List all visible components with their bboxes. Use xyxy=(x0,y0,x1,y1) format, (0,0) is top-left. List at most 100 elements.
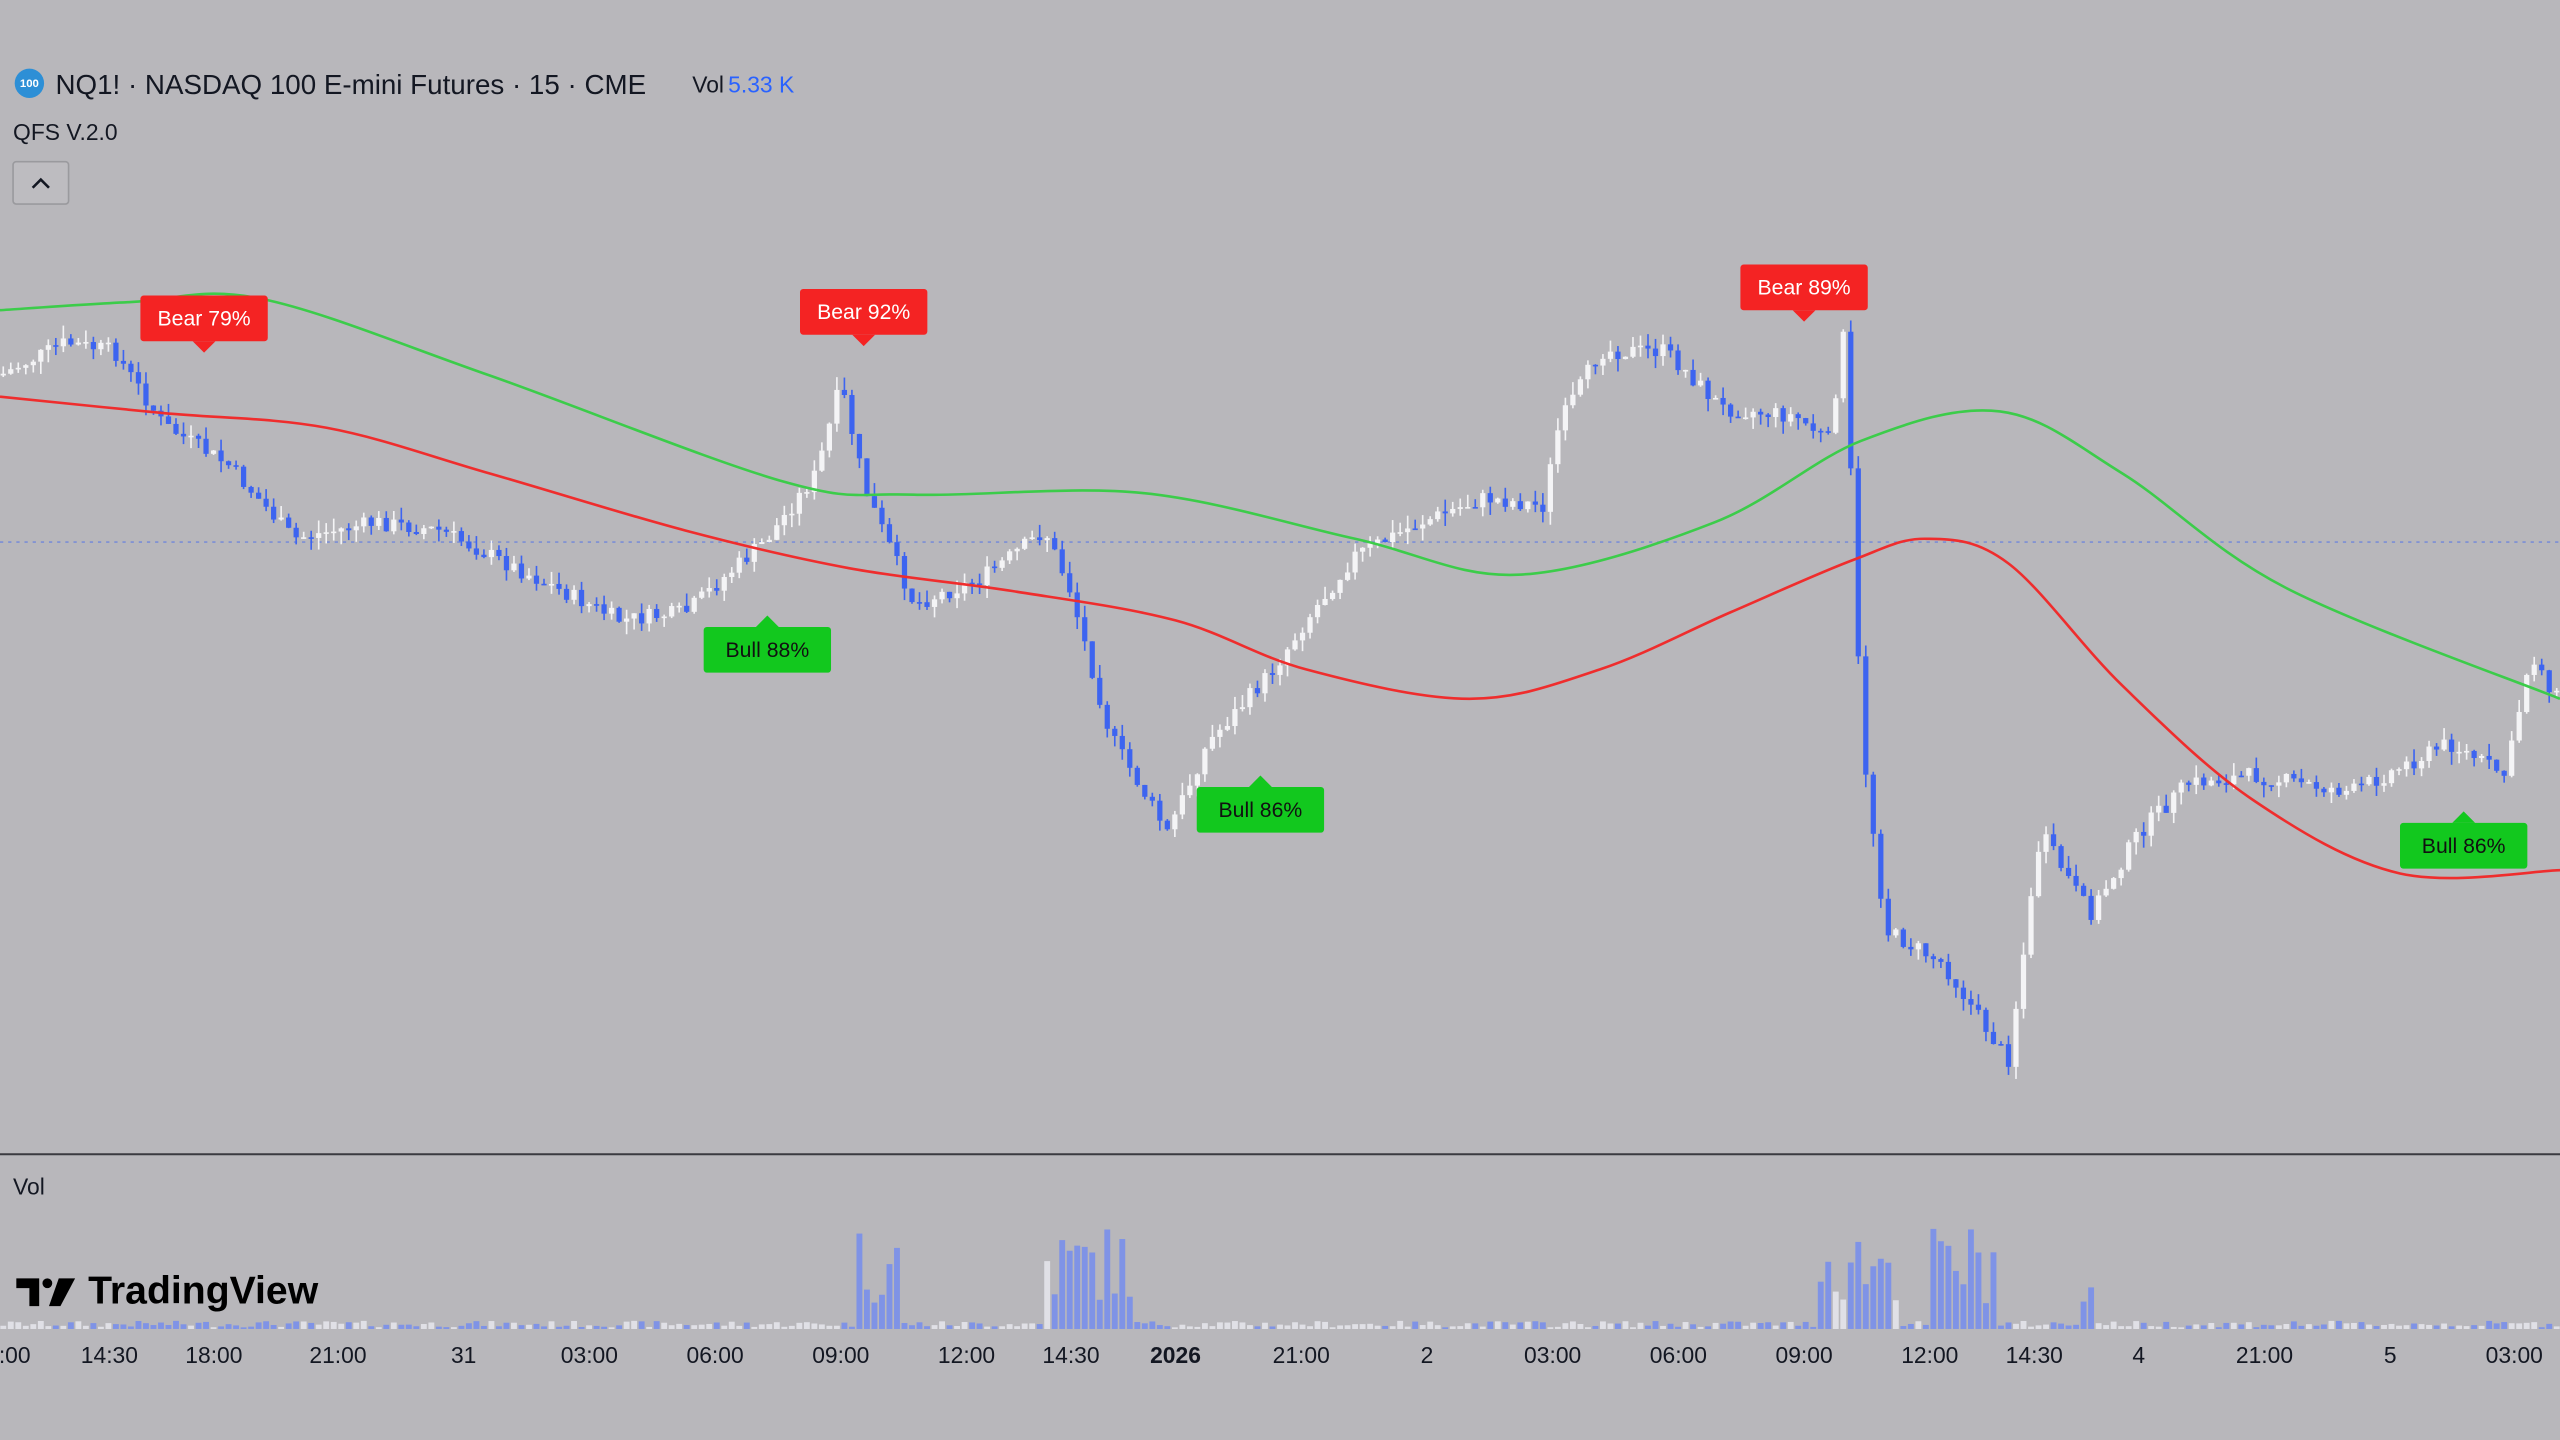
volume-bar xyxy=(2238,1324,2245,1329)
volume-bar xyxy=(2148,1326,2155,1329)
volume-bar xyxy=(488,1321,495,1329)
volume-bar xyxy=(698,1324,705,1329)
volume-bar xyxy=(1817,1281,1824,1329)
candle-body xyxy=(1119,735,1125,750)
candle-body xyxy=(1983,1009,1989,1032)
candle-body xyxy=(105,342,112,345)
candle-body xyxy=(391,519,397,532)
button-box[interactable] xyxy=(12,160,70,205)
candle-body xyxy=(946,591,953,599)
volume-bar xyxy=(1036,1324,1043,1329)
volume-bar xyxy=(2403,1325,2410,1329)
candle-body xyxy=(2111,878,2117,889)
volume-bar xyxy=(240,1327,247,1329)
candle-body xyxy=(864,458,870,497)
time-tick-label: 18:00 xyxy=(185,1342,242,1368)
candle-body xyxy=(271,506,277,520)
time-tick-label: 2026 xyxy=(1150,1342,1201,1368)
candle-body xyxy=(1457,507,1463,509)
volume-bar xyxy=(353,1322,360,1329)
candle-body xyxy=(428,526,434,529)
candle-body xyxy=(1652,348,1659,357)
volume-bar xyxy=(1645,1325,1651,1329)
candle-body xyxy=(23,365,29,368)
candle-body xyxy=(1149,796,1155,801)
candle-body xyxy=(1194,774,1200,786)
candle-body xyxy=(1495,498,1501,503)
candle-body xyxy=(83,342,89,344)
candle-body xyxy=(1299,632,1306,641)
bull-label-text: Bull 86% xyxy=(2422,835,2506,858)
tradingview-logo: TradingView xyxy=(16,1269,319,1312)
candle-body xyxy=(1960,987,1967,1000)
volume-bar xyxy=(1419,1325,1426,1329)
candle-body xyxy=(2509,740,2515,776)
candle-body xyxy=(68,338,74,345)
candle-body xyxy=(1352,551,1358,573)
volume-bar xyxy=(1292,1322,1298,1329)
volume-bar xyxy=(1622,1321,1629,1329)
candle-body xyxy=(113,342,119,361)
candle-body xyxy=(1743,417,1749,420)
candle-body xyxy=(1938,959,1944,962)
candle-body xyxy=(2501,770,2507,776)
candle-body xyxy=(1067,573,1073,593)
volume-bar xyxy=(300,1321,307,1329)
volume-bar xyxy=(368,1326,375,1329)
candle-body xyxy=(173,423,179,434)
volume-bar xyxy=(1697,1326,1704,1329)
candle-body xyxy=(1097,677,1103,705)
volume-bar xyxy=(1705,1326,1712,1329)
volume-bar xyxy=(1795,1325,1802,1329)
candle-body xyxy=(1307,617,1313,633)
volume-bar xyxy=(263,1321,270,1329)
candle-body xyxy=(1712,397,1719,400)
candle-body xyxy=(1360,547,1366,552)
collapse-button[interactable] xyxy=(12,160,70,205)
volume-bar xyxy=(1915,1321,1922,1329)
candle-body xyxy=(346,528,352,531)
candle-body xyxy=(616,607,622,622)
volume-bar xyxy=(2125,1326,2132,1329)
caret-icon[interactable] xyxy=(31,177,50,189)
candle-body xyxy=(1900,929,1906,947)
volume-bar xyxy=(1802,1321,1809,1329)
candle-body xyxy=(571,589,577,600)
volume-bar xyxy=(60,1325,67,1329)
candle-body xyxy=(2426,746,2432,762)
candle-body xyxy=(2231,775,2237,785)
volume-bar xyxy=(961,1322,968,1329)
volume-bar xyxy=(1382,1325,1389,1329)
volume-bar xyxy=(668,1325,675,1329)
candle-body xyxy=(1405,528,1411,533)
volume-bar xyxy=(330,1321,337,1329)
volume-bar xyxy=(653,1321,660,1329)
candle-body xyxy=(2494,759,2500,771)
candle-body xyxy=(1104,704,1110,729)
candle-body xyxy=(1157,800,1163,821)
volume-bar xyxy=(1547,1327,1554,1329)
volume-bar xyxy=(2546,1323,2553,1329)
time-tick-label: 03:00 xyxy=(2486,1342,2543,1368)
candle-body xyxy=(353,526,359,531)
candle-body xyxy=(2126,842,2132,870)
volume-bar xyxy=(2358,1322,2365,1329)
candle-body xyxy=(2396,769,2402,771)
candle-body xyxy=(503,556,510,571)
volume-bar xyxy=(803,1322,810,1329)
volume-bar xyxy=(1096,1299,1103,1329)
candle-body xyxy=(1893,929,1899,936)
volume-bar xyxy=(841,1322,848,1329)
volume-bar xyxy=(2508,1323,2515,1329)
volume-bar xyxy=(1254,1326,1261,1329)
candle-body xyxy=(1945,961,1952,980)
candle-body xyxy=(1930,956,1936,960)
volume-bar xyxy=(894,1247,900,1329)
candle-body xyxy=(331,531,337,534)
volume-bar xyxy=(1735,1321,1742,1329)
candle-body xyxy=(1187,785,1193,796)
candle-body xyxy=(2148,812,2154,836)
volume-bar xyxy=(218,1326,225,1329)
volume-bar xyxy=(1442,1327,1449,1329)
